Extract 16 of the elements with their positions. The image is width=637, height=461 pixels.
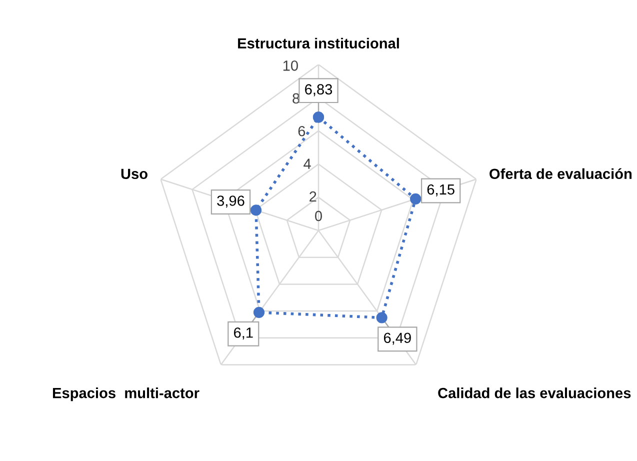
spoke-label: Oferta de evaluación bbox=[490, 168, 632, 180]
y-tick-label: 8 bbox=[292, 93, 300, 104]
spoke-label: Estructura institucional bbox=[238, 38, 399, 49]
spoke-label: Espacios multi-actor bbox=[52, 388, 200, 402]
y-tick-label: 0 bbox=[315, 210, 322, 222]
y-tick-label: 6 bbox=[298, 126, 306, 136]
data-label: 3,96 bbox=[217, 196, 244, 208]
spoke-label: Calidad de las evaluaciones bbox=[438, 388, 631, 398]
y-tick-label: 4 bbox=[304, 158, 311, 169]
data-label: 6,83 bbox=[305, 84, 332, 96]
data-label: 6,15 bbox=[427, 184, 454, 196]
data-label: 6,49 bbox=[384, 332, 411, 345]
y-tick-label: 10 bbox=[283, 60, 298, 71]
spoke-label: Uso bbox=[121, 168, 148, 180]
y-tick-label: 2 bbox=[310, 191, 316, 202]
data-label: 6,1 bbox=[234, 327, 253, 340]
